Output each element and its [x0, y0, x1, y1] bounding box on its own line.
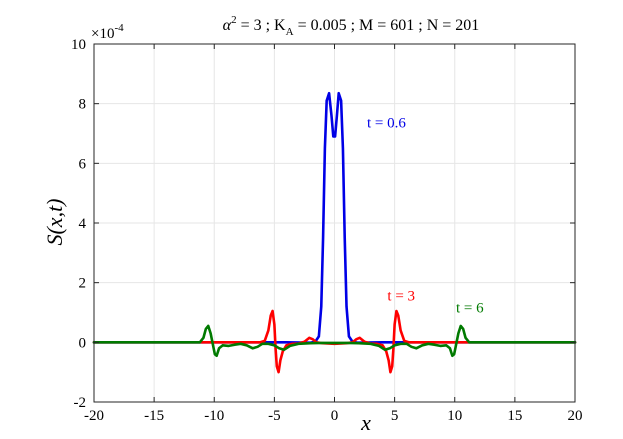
x-tick-label: -15	[144, 408, 164, 424]
y-tick-label: 2	[79, 276, 87, 292]
title-alpha-sup: 2	[231, 14, 237, 26]
series-line-3	[92, 324, 577, 358]
series-line-1	[92, 91, 577, 344]
x-tick-label: 20	[568, 408, 583, 424]
title-k-sub: A	[286, 26, 294, 38]
y-tick-label: 8	[79, 97, 87, 113]
y-tick-label: -2	[74, 395, 87, 411]
x-tick-label: 15	[507, 408, 522, 424]
y-tick-label: 10	[71, 37, 86, 53]
title-alpha-rest: = 3 ; K	[237, 17, 286, 34]
y-tick-label: 4	[79, 216, 87, 232]
y-tick-label: 6	[79, 156, 87, 172]
y-axis-label: S(x,t)	[42, 198, 67, 245]
x-tick-label: -20	[84, 408, 104, 424]
x-axis-label: x	[360, 410, 371, 435]
y-exponent-base: ×10	[91, 26, 114, 42]
x-tick-label: -5	[268, 408, 281, 424]
series-annotation-3: t = 6	[456, 301, 484, 317]
x-tick-label: 5	[391, 408, 399, 424]
chart-title: α2 = 3 ; KA = 0.005 ; M = 601 ; N = 201	[223, 14, 480, 38]
series-annotation-2: t = 3	[387, 289, 415, 305]
x-tick-label: 0	[331, 408, 339, 424]
annotation-layer: t = 0.6 t = 3 t = 6	[367, 116, 484, 317]
series-annotation-1: t = 0.6	[367, 116, 406, 132]
title-rest: = 0.005 ; M = 601 ; N = 201	[294, 17, 480, 34]
y-exponent-label: ×10-4	[91, 22, 124, 42]
x-tick-label: -10	[204, 408, 224, 424]
title-alpha: α	[223, 17, 232, 34]
y-tick-label: 0	[79, 335, 87, 351]
x-tick-label: 10	[447, 408, 462, 424]
series-layer	[92, 91, 577, 374]
y-exponent-power: -4	[114, 22, 124, 34]
